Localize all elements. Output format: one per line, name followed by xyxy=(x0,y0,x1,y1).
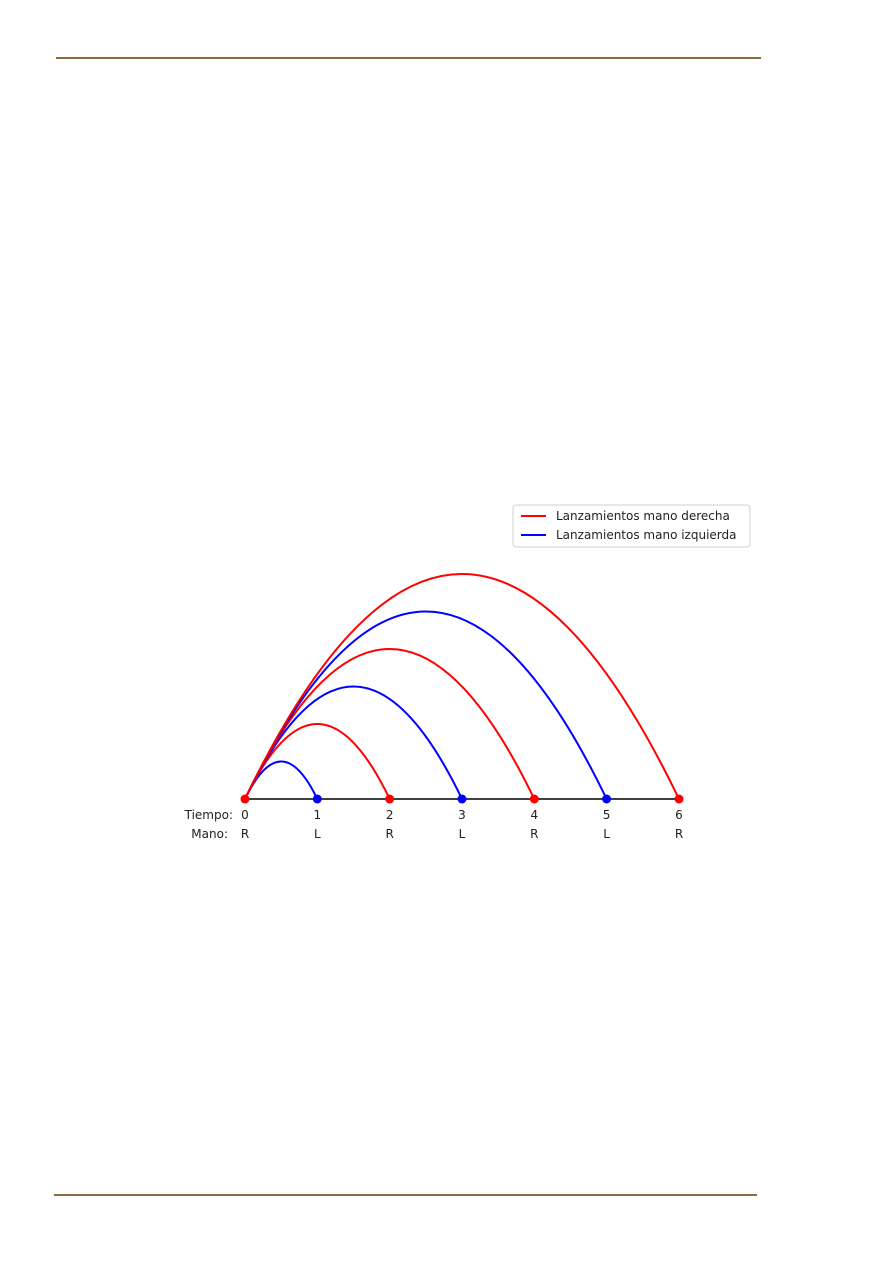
throw-arc-left-5 xyxy=(244,610,608,800)
timeline-point-2 xyxy=(385,794,395,804)
time-label-0: 0 xyxy=(241,808,249,822)
timeline-point-6 xyxy=(674,794,684,804)
timeline-points xyxy=(240,794,684,804)
header-rule xyxy=(56,57,761,59)
timeline-point-1 xyxy=(312,794,322,804)
hand-label-0: R xyxy=(241,827,249,841)
throw-arc-right-4 xyxy=(244,648,536,800)
throw-arc-left-3 xyxy=(244,685,463,800)
hand-label-3: L xyxy=(459,827,466,841)
hand-label-5: L xyxy=(603,827,610,841)
hand-label-4: R xyxy=(530,827,538,841)
time-label-2: 2 xyxy=(386,808,394,822)
time-label-1: 1 xyxy=(313,808,321,822)
legend-label-right: Lanzamientos mano derecha xyxy=(556,509,730,523)
throw-arc-right-2 xyxy=(244,723,391,800)
throw-arc-left-1 xyxy=(244,760,319,800)
timeline-point-5 xyxy=(602,794,612,804)
hand-row-label: Mano: xyxy=(191,827,228,841)
footer-rule xyxy=(54,1194,757,1196)
time-label-4: 4 xyxy=(530,808,538,822)
time-row-label: Tiempo: xyxy=(184,808,233,822)
time-label-6: 6 xyxy=(675,808,683,822)
timeline-labels: 0 R 1 L 2 R 3 L 4 R 5 L 6 R xyxy=(241,808,683,841)
hand-label-2: R xyxy=(386,827,394,841)
timeline-point-0 xyxy=(240,794,250,804)
timeline-point-3 xyxy=(457,794,467,804)
hand-label-6: R xyxy=(675,827,683,841)
legend-label-left: Lanzamientos mano izquierda xyxy=(556,528,737,542)
legend-box xyxy=(512,504,751,548)
throw-arc-right-6 xyxy=(244,573,680,800)
legend: Lanzamientos mano derecha Lanzamientos m… xyxy=(512,504,751,548)
time-label-3: 3 xyxy=(458,808,466,822)
time-label-5: 5 xyxy=(603,808,611,822)
hand-label-1: L xyxy=(314,827,321,841)
timeline-point-4 xyxy=(529,794,539,804)
throw-arcs xyxy=(244,573,680,800)
